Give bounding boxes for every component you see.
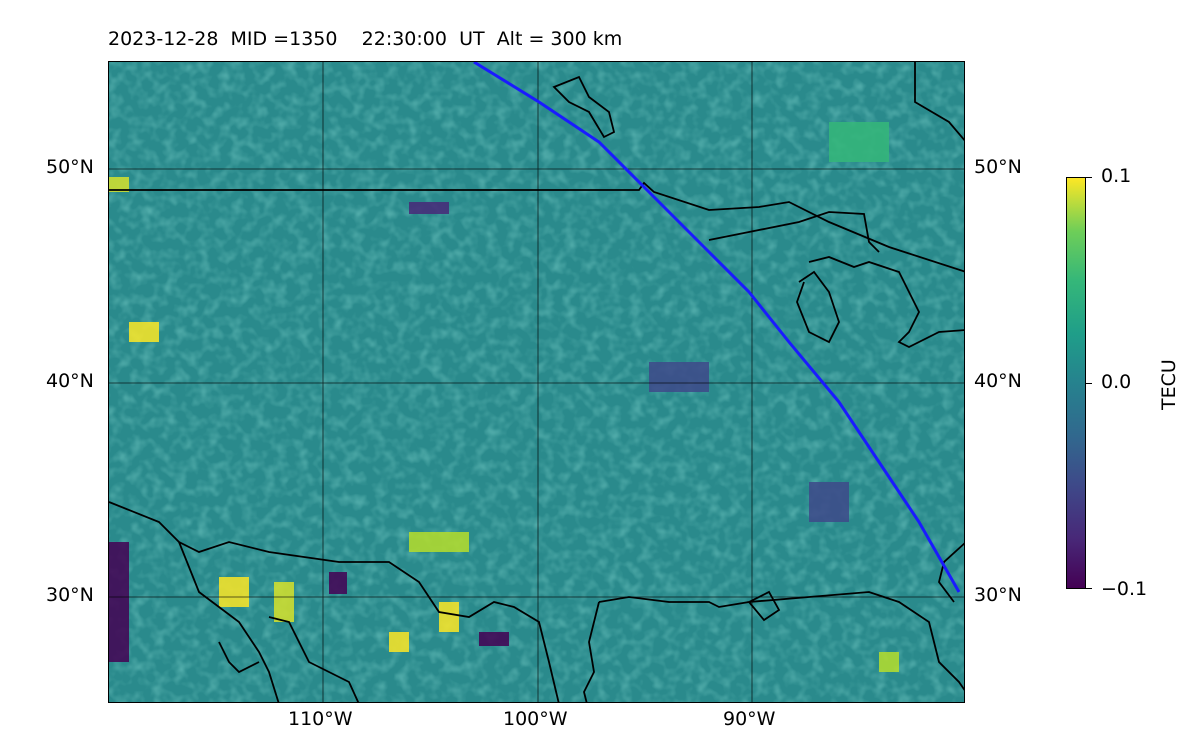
colorbar-tick-label-max: 0.1 xyxy=(1101,165,1132,187)
colorbar xyxy=(1066,177,1086,589)
lon-label-90w: 90°W xyxy=(723,708,776,730)
lake-winnipeg xyxy=(552,75,616,139)
great-lakes xyxy=(708,211,964,349)
map-canvas xyxy=(109,62,964,702)
lat-label-left-30: 30°N xyxy=(46,584,94,606)
tec-map xyxy=(108,61,965,703)
coastlines xyxy=(109,62,964,702)
colorbar-tick-label-min: −0.1 xyxy=(1101,578,1148,600)
colorbar-tick-label-zero: 0.0 xyxy=(1101,371,1132,393)
lat-label-right-50: 50°N xyxy=(974,156,1022,178)
colorbar-tick-bottom xyxy=(1086,588,1092,589)
gulf-coast xyxy=(598,542,964,691)
lon-label-110w: 110°W xyxy=(288,708,353,730)
colorbar-tick-mid xyxy=(1086,383,1092,384)
colorbar-tick-top xyxy=(1086,177,1092,178)
lat-label-left-50: 50°N xyxy=(46,156,94,178)
lat-label-right-30: 30°N xyxy=(974,584,1022,606)
tec-patches xyxy=(109,122,899,672)
plot-title: 2023-12-28 MID =1350 22:30:00 UT Alt = 3… xyxy=(108,28,623,50)
satellite-track xyxy=(473,62,961,593)
hudson-bay-edge xyxy=(914,62,964,142)
lon-label-100w: 100°W xyxy=(503,708,568,730)
mexico-coast xyxy=(109,501,560,702)
colorbar-label: TECU xyxy=(1158,359,1180,410)
lat-label-left-40: 40°N xyxy=(46,370,94,392)
lat-label-right-40: 40°N xyxy=(974,370,1022,392)
mexico-east-coast xyxy=(583,601,600,702)
